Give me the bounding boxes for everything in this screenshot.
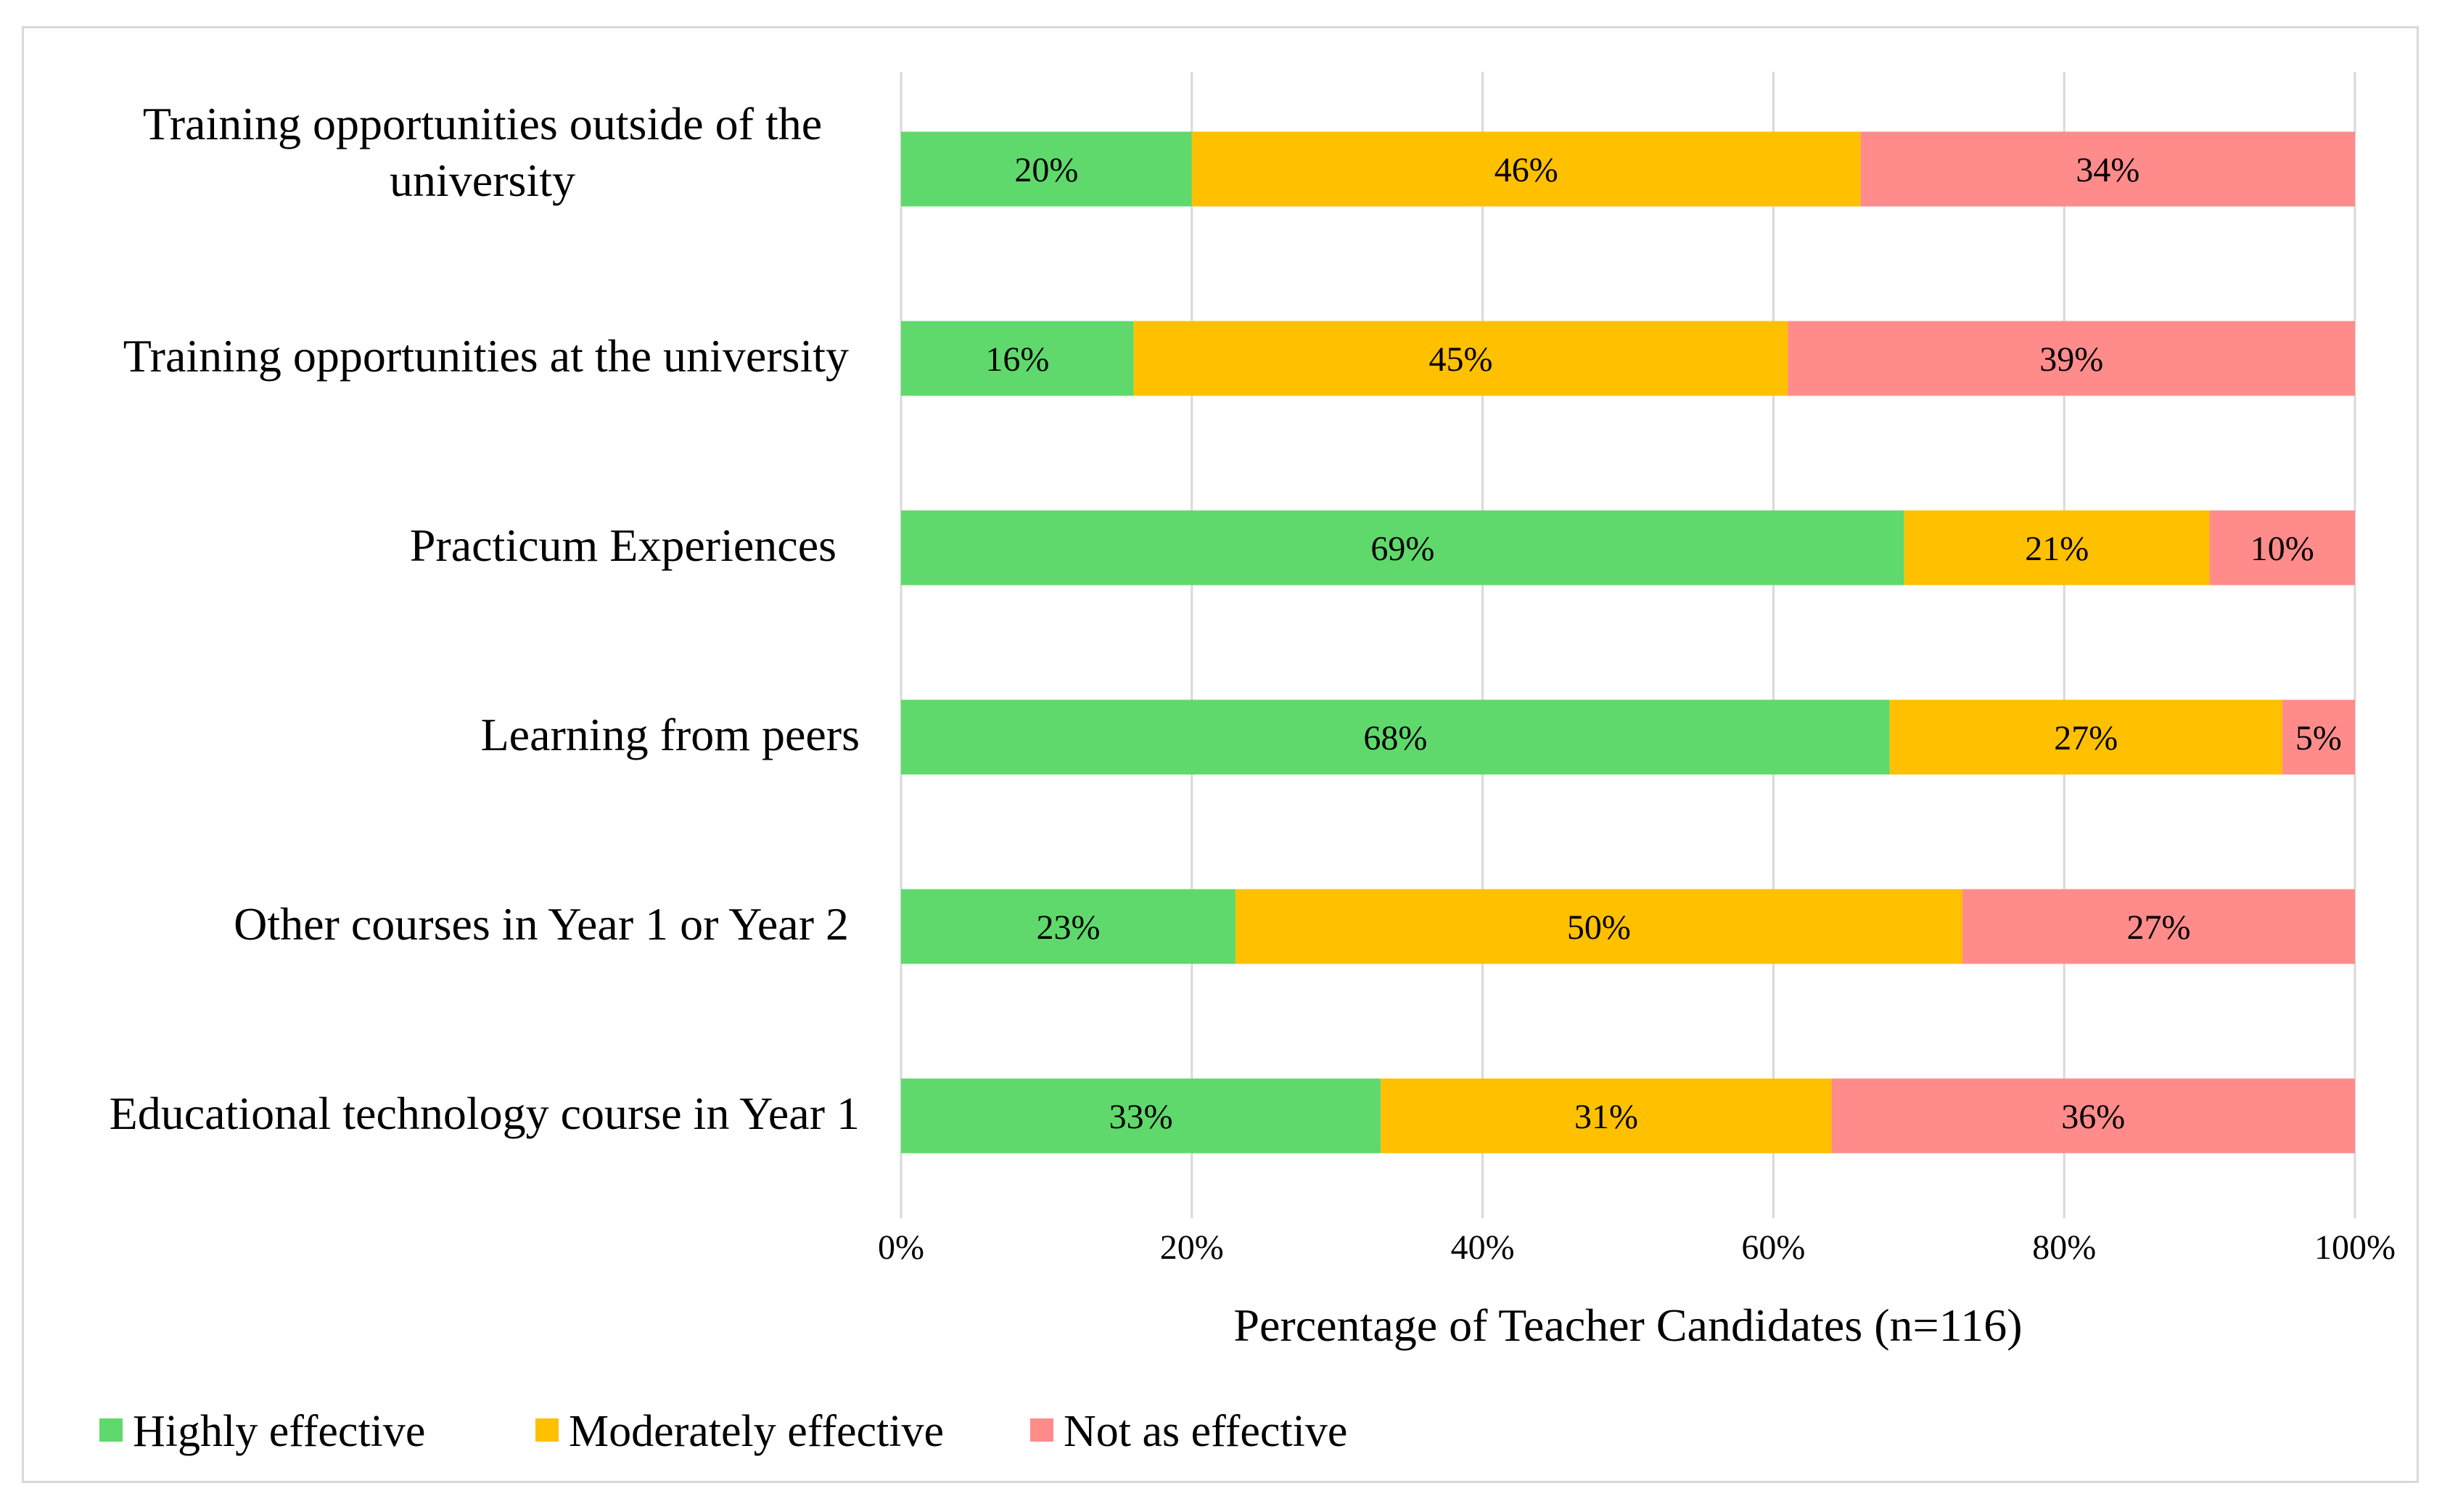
value-label-3-row-5: 27% [2126, 908, 2190, 947]
bar-segment-1-row-3 [901, 510, 1904, 586]
value-label-1-row-6: 33% [1109, 1098, 1173, 1136]
x-tick-label-1: 0% [878, 1228, 924, 1267]
bar-segment-3-row-3 [2209, 510, 2355, 586]
category-label-2: Training opportunities at the university [123, 330, 849, 382]
value-label-2-row-1: 46% [1495, 151, 1558, 189]
legend: Highly effective Moderately effective Not … [99, 1407, 1347, 1456]
x-tick-label-3: 40% [1451, 1228, 1515, 1267]
value-label-1-row-2: 16% [985, 340, 1049, 379]
category-label-4: Learning from peers [481, 709, 860, 760]
x-tick-label-2: 20% [1160, 1228, 1224, 1267]
bar-segment-1-row-6 [901, 1078, 1381, 1154]
bar-segment-2-row-3 [1904, 510, 2210, 586]
bar-segment-2-row-4 [1889, 699, 2282, 775]
value-label-2-row-2: 45% [1429, 340, 1493, 379]
bar-segment-2-row-2 [1133, 321, 1788, 396]
bar-segment-3-row-2 [1788, 321, 2355, 396]
gridlines [900, 72, 2356, 1218]
value-label-2-row-6: 31% [1574, 1098, 1638, 1136]
value-label-2-row-3: 21% [2025, 530, 2089, 568]
category-label-6: Educational technology course in Year 1 [110, 1088, 860, 1139]
legend-swatch-3 [1030, 1418, 1053, 1442]
value-label-3-row-3: 10% [2250, 530, 2314, 568]
stacked-bar-chart: 20% 46% 34% 16% 45% 39% 69% 21% 10% 68% 27% 5% 23% 50… [99, 72, 2396, 1456]
legend-swatch-1 [99, 1418, 123, 1442]
bar-segment-1-row-1 [901, 131, 1192, 207]
bar-segment-2-row-6 [1381, 1078, 1832, 1154]
x-tick-label-6: 100% [2314, 1228, 2396, 1267]
bar-segment-3-row-5 [1962, 889, 2355, 964]
bar-segment-1-row-2 [901, 321, 1134, 396]
category-label-1-line-2: university [390, 155, 575, 206]
value-label-1-row-5: 23% [1036, 908, 1100, 947]
x-tick-label-5: 80% [2032, 1228, 2096, 1267]
value-label-2-row-5: 50% [1567, 908, 1631, 947]
value-label-1-row-4: 68% [1363, 719, 1427, 757]
legend-label-2: Moderately effective [569, 1407, 944, 1456]
value-label-3-row-6: 36% [2061, 1098, 2125, 1136]
bar-segment-2-row-1 [1191, 131, 1861, 207]
value-label-1-row-3: 69% [1370, 530, 1434, 568]
category-label-3: Practicum Experiences [410, 519, 836, 571]
x-tick-label-4: 60% [1741, 1228, 1805, 1267]
value-label-2-row-4: 27% [2054, 719, 2118, 757]
chart-frame: 20% 46% 34% 16% 45% 39% 69% 21% 10% 68% 27% 5% 23% 50… [22, 26, 2419, 1483]
category-label-5: Other courses in Year 1 or Year 2 [234, 898, 849, 950]
category-labels: Training opportunities outside of the uni… [110, 98, 860, 1139]
legend-label-1: Highly effective [133, 1407, 425, 1456]
bar-segment-3-row-6 [1831, 1078, 2355, 1154]
bar-segment-2-row-5 [1235, 889, 1962, 964]
legend-swatch-2 [535, 1418, 559, 1442]
value-label-1-row-1: 20% [1014, 151, 1078, 189]
x-axis-title: Percentage of Teacher Candidates (n=116) [1233, 1299, 2022, 1351]
legend-label-3: Not as effective [1064, 1407, 1347, 1456]
bar-segment-3-row-4 [2282, 699, 2355, 775]
value-label-3-row-2: 39% [2039, 340, 2103, 379]
x-axis-ticks: 0% 20% 40% 60% 80% 100% [878, 1228, 2396, 1267]
bar-segment-1-row-4 [901, 699, 1890, 775]
bar-segment-1-row-5 [901, 889, 1236, 964]
value-label-3-row-1: 34% [2076, 151, 2139, 189]
category-label-1-line-1: Training opportunities outside of the [143, 98, 822, 149]
bar-segment-3-row-1 [1860, 131, 2355, 207]
bars: 20% 46% 34% 16% 45% 39% 69% 21% 10% 68% 27% 5% 23% 50… [901, 131, 2355, 1154]
value-label-3-row-4: 5% [2295, 719, 2342, 757]
